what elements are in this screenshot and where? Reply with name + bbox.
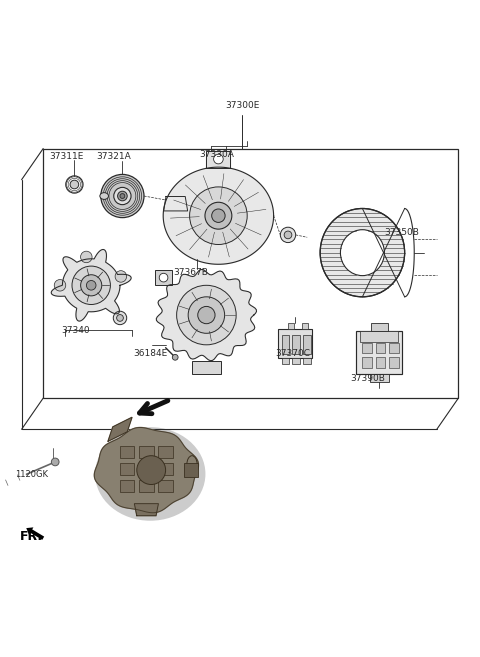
Text: 37311E: 37311E [49,152,84,161]
Circle shape [51,458,59,466]
Bar [282,335,289,354]
Circle shape [177,285,236,345]
Bar [43,148,458,398]
Polygon shape [164,196,188,211]
Circle shape [118,191,127,201]
Text: FR.: FR. [20,530,43,543]
Bar [282,358,289,364]
Circle shape [81,251,92,263]
Bar [356,331,402,374]
Bar [120,463,134,475]
Bar [376,357,385,368]
Text: 37340: 37340 [61,327,90,336]
Circle shape [212,209,225,223]
Text: 37370C: 37370C [275,350,310,359]
Bar [120,446,134,458]
Circle shape [117,315,123,321]
Circle shape [284,231,292,238]
Bar [288,323,294,329]
Polygon shape [108,417,132,442]
Circle shape [86,281,96,290]
Text: 37350B: 37350B [384,228,419,237]
Bar [184,463,198,477]
Bar [158,463,173,475]
Circle shape [198,306,215,324]
Circle shape [137,456,166,484]
Circle shape [188,297,225,333]
Circle shape [66,176,83,193]
Circle shape [280,227,296,242]
Polygon shape [51,250,131,321]
Circle shape [214,154,223,164]
Circle shape [115,271,127,283]
Polygon shape [134,504,158,516]
Ellipse shape [320,208,405,297]
Bar [139,480,154,491]
Bar [302,323,308,329]
Circle shape [172,354,178,360]
Bar [371,323,388,331]
Circle shape [159,273,168,282]
Bar [303,335,311,354]
Bar [389,343,399,353]
Bar [192,361,221,374]
Bar [120,480,134,491]
Bar [362,343,372,353]
FancyArrow shape [26,528,44,540]
Bar [370,374,389,382]
Ellipse shape [95,427,205,521]
Text: 37390B: 37390B [350,374,385,383]
Bar [278,329,312,358]
Bar [376,343,385,353]
Bar [292,335,300,354]
Polygon shape [163,167,274,264]
Bar [158,480,173,491]
Circle shape [101,174,144,217]
Circle shape [81,275,102,296]
Text: 36184E: 36184E [133,350,167,359]
Bar [292,358,300,364]
Bar [303,358,311,364]
Text: 37321A: 37321A [96,152,131,161]
Circle shape [113,311,127,325]
Ellipse shape [187,456,197,475]
Bar [139,446,154,458]
Bar [155,271,172,285]
Text: 37330A: 37330A [199,150,234,159]
Text: 37367B: 37367B [174,268,209,277]
Bar [360,331,398,342]
Circle shape [70,180,79,189]
Bar [158,446,173,458]
Circle shape [205,202,232,229]
Bar [362,357,372,368]
Text: 1120GK: 1120GK [15,470,48,480]
Polygon shape [206,151,230,168]
Ellipse shape [100,193,108,199]
Polygon shape [94,428,199,512]
Circle shape [72,266,110,304]
Bar [139,463,154,475]
Circle shape [114,187,131,205]
Circle shape [54,279,66,291]
Bar [389,357,399,368]
Circle shape [190,187,247,244]
Polygon shape [156,269,256,361]
Text: 37300E: 37300E [225,101,260,110]
Circle shape [120,194,125,198]
Ellipse shape [340,230,384,276]
